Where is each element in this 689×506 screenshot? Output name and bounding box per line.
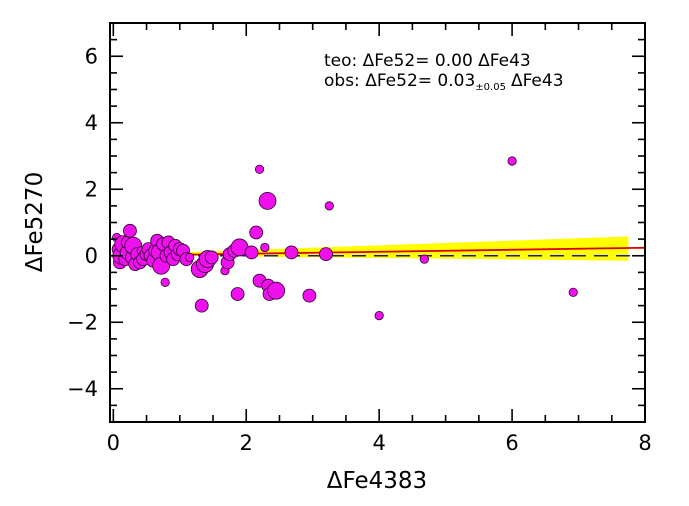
data-point [260,242,270,253]
annotation-obs-eq: ΔFe52= [365,71,432,91]
x-tick-label: 8 [638,431,651,455]
annotation-teo-coef: 0.00 [435,51,473,71]
tick-labels-layer: 0 2 4 6 8 −4 −2 0 2 4 6 [67,44,652,455]
annotation-teo: teo: ΔFe52= 0.00 ΔFe43 [324,51,531,71]
y-tick-label: −4 [67,377,98,401]
x-tick-label: 6 [505,431,518,455]
annotation-obs-coef: 0.03 [437,71,475,91]
data-point [319,247,333,261]
regression-lines-layer [109,246,646,257]
x-tick-label: 0 [107,431,120,455]
data-point [302,288,317,303]
data-point [324,201,334,211]
data-point [185,252,195,263]
data-point [419,254,429,264]
data-points-layer [111,156,578,321]
data-point [284,245,299,260]
data-point [507,156,517,166]
fit-line [109,246,646,257]
data-point [204,250,219,265]
annotation-obs-tail: ΔFe43 [511,71,564,91]
annotation-obs-uncertainty: ±0.05 [475,82,506,93]
annotation-obs-lead: obs: [324,71,360,91]
data-point [160,277,170,287]
annotation-teo-tail: ΔFe43 [478,51,531,71]
y-axis-label: ΔFe5270 [22,172,48,272]
x-axis-label: ΔFe4383 [327,468,427,494]
data-point [249,225,264,240]
data-point [374,310,384,321]
annotation-teo-lead: teo: [324,51,357,71]
data-point [244,245,259,260]
axes-layer [109,22,646,423]
annotation-obs: obs: ΔFe52= 0.03±0.05 ΔFe43 [324,71,564,93]
y-tick-label: 0 [85,244,98,268]
data-point [258,191,277,210]
data-point [230,287,245,301]
y-tick-label: 4 [85,111,98,135]
y-tick-label: 6 [85,44,98,68]
data-point [123,223,137,238]
data-point [254,164,265,174]
x-tick-label: 4 [372,431,385,455]
y-tick-label: 2 [85,177,98,201]
annotation-teo-eq: ΔFe52= [363,51,430,71]
data-point [568,287,578,297]
data-point [267,281,286,300]
y-tick-label: −2 [67,310,98,334]
x-tick-label: 2 [240,431,253,455]
data-point [194,298,209,313]
